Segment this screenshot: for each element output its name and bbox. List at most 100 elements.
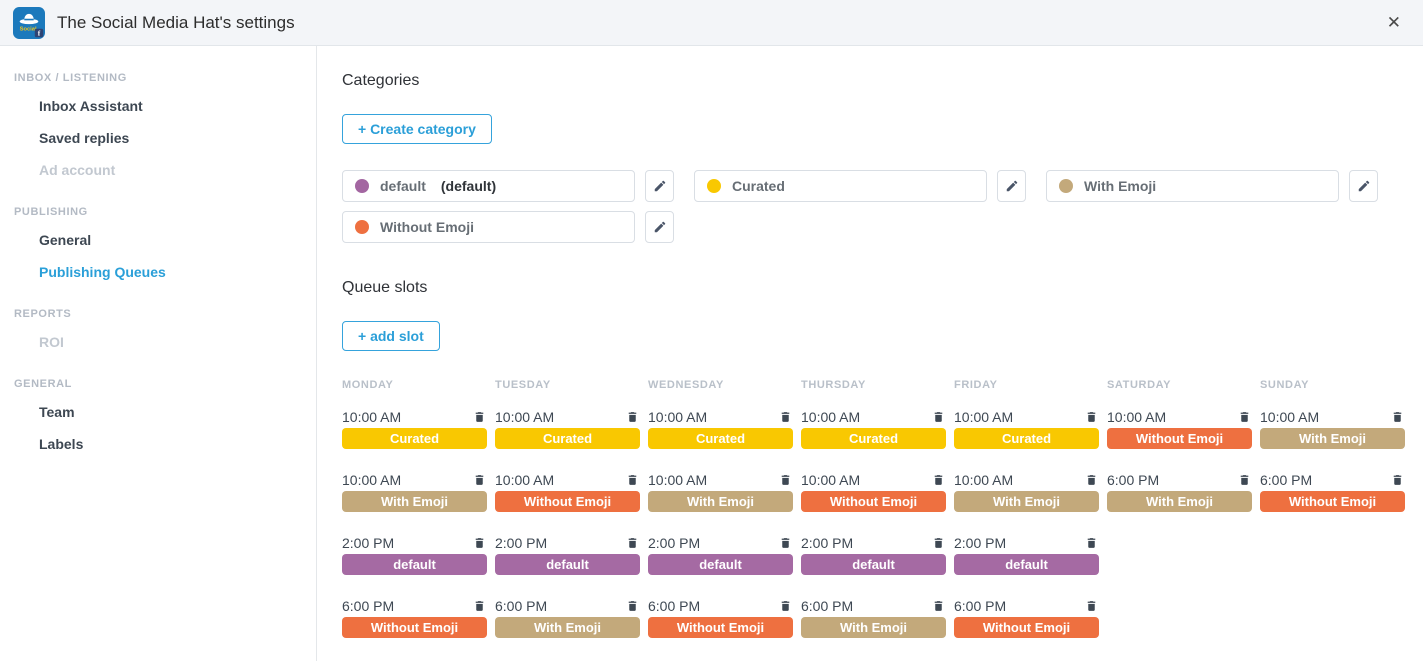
delete-slot-button[interactable]: [625, 410, 640, 424]
slot-category-chip[interactable]: Without Emoji: [495, 491, 640, 512]
queue-slot: 10:00 AM Without Emoji: [1107, 406, 1252, 449]
delete-slot-button[interactable]: [472, 599, 487, 613]
delete-slot-button[interactable]: [778, 536, 793, 550]
delete-slot-button[interactable]: [931, 536, 946, 550]
delete-slot-button[interactable]: [1237, 473, 1252, 487]
category-box-curated: Curated: [694, 170, 987, 202]
day-header: THURSDAY: [801, 379, 866, 391]
slot-category-chip[interactable]: default: [342, 554, 487, 575]
trash-icon: [932, 473, 945, 487]
slot-category-chip[interactable]: Curated: [342, 428, 487, 449]
slot-category-chip[interactable]: Curated: [495, 428, 640, 449]
slot-time-row: 6:00 PM: [954, 595, 1099, 617]
slot-time: 10:00 AM: [495, 409, 555, 425]
slot-category-chip[interactable]: With Emoji: [954, 491, 1099, 512]
queue-slot: 2:00 PM default: [801, 532, 946, 575]
slot-category-chip[interactable]: Without Emoji: [801, 491, 946, 512]
queue-slot: 6:00 PM With Emoji: [1107, 469, 1252, 512]
day-column-sunday: SUNDAY 10:00 AM With Emoji 6:00 PM Without E…: [1260, 379, 1413, 658]
delete-slot-button[interactable]: [931, 473, 946, 487]
delete-slot-button[interactable]: [778, 410, 793, 424]
category-list: default (default) Curated With Emoji Without…: [342, 170, 1378, 243]
delete-slot-button[interactable]: [625, 473, 640, 487]
edit-category-button[interactable]: [645, 211, 674, 243]
sidebar-item-saved-replies[interactable]: Saved replies: [39, 130, 130, 146]
queue-slot: 10:00 AM Curated: [801, 406, 946, 449]
slot-time: 10:00 AM: [801, 472, 861, 488]
sidebar-section-general: GENERAL Team Labels: [14, 378, 316, 460]
create-category-button[interactable]: + Create category: [342, 114, 492, 144]
slot-category-chip[interactable]: default: [495, 554, 640, 575]
slot-time: 10:00 AM: [648, 472, 708, 488]
slot-category-chip[interactable]: Without Emoji: [954, 617, 1099, 638]
slot-category-chip[interactable]: With Emoji: [342, 491, 487, 512]
slot-category-chip[interactable]: Curated: [954, 428, 1099, 449]
sidebar-section-title: INBOX / LISTENING: [14, 72, 127, 84]
delete-slot-button[interactable]: [1390, 410, 1405, 424]
slot-category-chip[interactable]: default: [648, 554, 793, 575]
delete-slot-button[interactable]: [1084, 536, 1099, 550]
slot-time: 10:00 AM: [954, 409, 1014, 425]
delete-slot-button[interactable]: [931, 410, 946, 424]
delete-slot-button[interactable]: [1237, 410, 1252, 424]
slot-category-chip[interactable]: With Emoji: [648, 491, 793, 512]
delete-slot-button[interactable]: [625, 599, 640, 613]
svg-text:f: f: [38, 28, 41, 37]
slot-category-chip[interactable]: Without Emoji: [1107, 428, 1252, 449]
slot-category-chip[interactable]: default: [801, 554, 946, 575]
slot-category-chip[interactable]: With Emoji: [801, 617, 946, 638]
queue-slot: 6:00 PM Without Emoji: [648, 595, 793, 638]
delete-slot-button[interactable]: [1084, 410, 1099, 424]
slot-category-chip[interactable]: With Emoji: [1260, 428, 1405, 449]
delete-slot-button[interactable]: [778, 599, 793, 613]
day-column-monday: MONDAY 10:00 AM Curated 10:00 AM With Emoji 2…: [342, 379, 495, 658]
delete-slot-button[interactable]: [1084, 599, 1099, 613]
slot-category-chip[interactable]: Without Emoji: [1260, 491, 1405, 512]
slot-time-row: 2:00 PM: [801, 532, 946, 554]
header: Social f The Social Media Hat's settings…: [0, 0, 1423, 46]
sidebar-item-general[interactable]: General: [39, 232, 92, 248]
delete-slot-button[interactable]: [1084, 473, 1099, 487]
sidebar-item-team[interactable]: Team: [39, 404, 75, 420]
delete-slot-button[interactable]: [625, 536, 640, 550]
pencil-icon: [1357, 179, 1371, 193]
delete-slot-button[interactable]: [472, 410, 487, 424]
slot-category-chip[interactable]: Without Emoji: [648, 617, 793, 638]
slot-time: 10:00 AM: [1260, 409, 1320, 425]
edit-category-button[interactable]: [997, 170, 1026, 202]
slot-category-chip[interactable]: default: [954, 554, 1099, 575]
slot-category-chip[interactable]: With Emoji: [1107, 491, 1252, 512]
slot-time: 6:00 PM: [342, 598, 395, 614]
category-default-suffix: (default): [440, 178, 497, 194]
sidebar-section-inbox-listening: INBOX / LISTENING Inbox Assistant Saved re…: [14, 72, 316, 186]
sidebar-item-inbox-assistant[interactable]: Inbox Assistant: [39, 98, 143, 114]
slot-category-chip[interactable]: Curated: [801, 428, 946, 449]
delete-slot-button[interactable]: [472, 473, 487, 487]
trash-icon: [1085, 599, 1098, 613]
pencil-icon: [653, 179, 667, 193]
slot-time-row: 6:00 PM: [801, 595, 946, 617]
delete-slot-button[interactable]: [472, 536, 487, 550]
edit-category-button[interactable]: [645, 170, 674, 202]
slot-time-row: 10:00 AM: [954, 406, 1099, 428]
slot-category-chip[interactable]: Curated: [648, 428, 793, 449]
trash-icon: [779, 473, 792, 487]
sidebar-item-labels[interactable]: Labels: [39, 436, 84, 452]
add-slot-button[interactable]: + add slot: [342, 321, 440, 351]
slot-time: 10:00 AM: [1107, 409, 1167, 425]
trash-icon: [779, 410, 792, 424]
queue-slot: 2:00 PM default: [342, 532, 487, 575]
delete-slot-button[interactable]: [1390, 473, 1405, 487]
edit-category-button[interactable]: [1349, 170, 1378, 202]
delete-slot-button[interactable]: [931, 599, 946, 613]
slot-time: 6:00 PM: [1107, 472, 1160, 488]
slot-category-chip[interactable]: Without Emoji: [342, 617, 487, 638]
sidebar-item-publishing-queues[interactable]: Publishing Queues: [39, 264, 166, 280]
day-column-tuesday: TUESDAY 10:00 AM Curated 10:00 AM Without Em…: [495, 379, 648, 658]
queue-slot: 6:00 PM Without Emoji: [1260, 469, 1405, 512]
window-body: INBOX / LISTENING Inbox Assistant Saved re…: [0, 46, 1423, 661]
slot-category-chip[interactable]: With Emoji: [495, 617, 640, 638]
close-icon[interactable]: ✕: [1383, 10, 1405, 35]
delete-slot-button[interactable]: [778, 473, 793, 487]
slot-time: 2:00 PM: [342, 535, 395, 551]
